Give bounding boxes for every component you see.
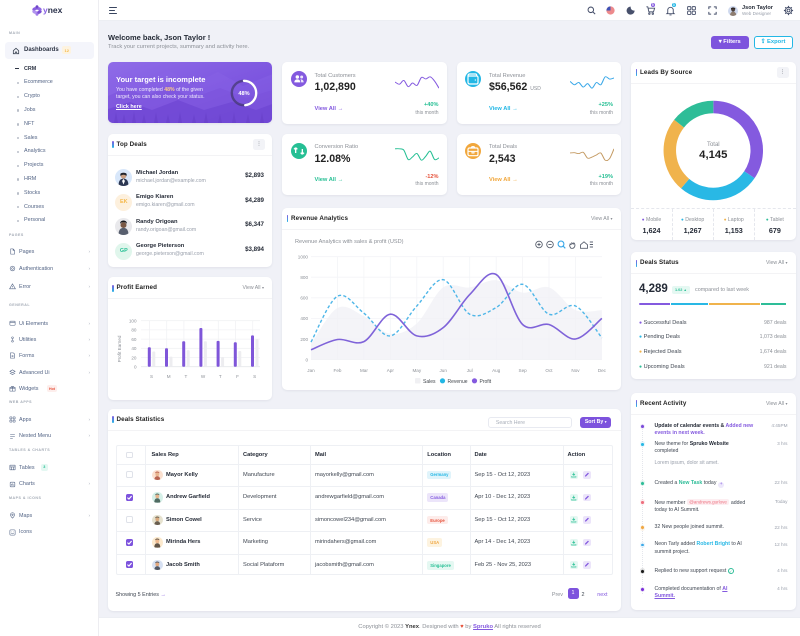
svg-text:200: 200 — [300, 337, 308, 342]
svg-text:Apr: Apr — [387, 368, 395, 373]
svg-text:800: 800 — [300, 275, 308, 280]
svg-text:M: M — [166, 374, 170, 379]
svg-text:W: W — [200, 374, 205, 379]
svg-text:Revenue: Revenue — [448, 379, 468, 385]
svg-text:Nov: Nov — [571, 368, 580, 373]
svg-text:20: 20 — [131, 356, 137, 361]
svg-text:80: 80 — [131, 328, 137, 333]
svg-text:Jan: Jan — [307, 368, 315, 373]
svg-text:Sep: Sep — [519, 368, 528, 373]
svg-text:Profit Earned: Profit Earned — [117, 335, 122, 362]
svg-text:Total: Total — [707, 142, 720, 148]
svg-text:S: S — [253, 374, 256, 379]
svg-text:0: 0 — [305, 357, 308, 362]
svg-text:Feb: Feb — [334, 368, 342, 373]
svg-text:Sales: Sales — [423, 379, 436, 385]
svg-text:4,145: 4,145 — [699, 149, 727, 161]
svg-text:Jun: Jun — [439, 368, 447, 373]
svg-text:0: 0 — [133, 365, 136, 370]
svg-text:Jul: Jul — [467, 368, 473, 373]
svg-text:Dec: Dec — [598, 368, 607, 373]
svg-text:1000: 1000 — [298, 254, 309, 259]
svg-text:Mar: Mar — [360, 368, 368, 373]
svg-text:100: 100 — [128, 319, 136, 324]
svg-text:60: 60 — [131, 337, 137, 342]
svg-text:T: T — [184, 374, 187, 379]
svg-text:40: 40 — [131, 346, 137, 351]
svg-text:May: May — [412, 368, 421, 373]
svg-text:Oct: Oct — [545, 368, 553, 373]
svg-text:48%: 48% — [238, 91, 249, 97]
svg-text:T: T — [218, 374, 221, 379]
svg-text:600: 600 — [300, 295, 308, 300]
svg-text:400: 400 — [300, 316, 308, 321]
svg-text:F: F — [236, 374, 239, 379]
svg-text:Aug: Aug — [492, 368, 501, 373]
svg-text:S: S — [149, 374, 152, 379]
svg-text:Profit: Profit — [480, 379, 492, 385]
